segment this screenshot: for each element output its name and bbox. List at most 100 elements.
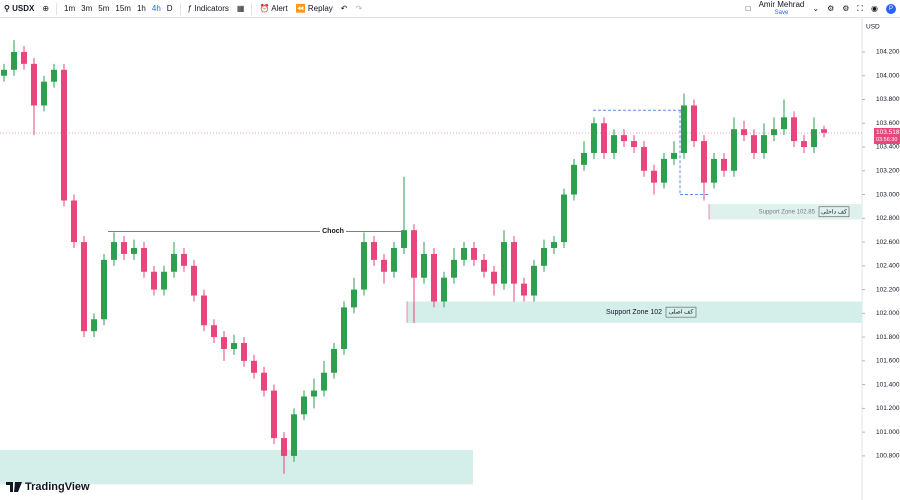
candle-body [611,135,617,153]
candle-body [541,248,547,266]
replay-label: Replay [307,4,333,13]
candle-body [481,259,487,272]
candle-body [451,259,457,278]
interval[interactable]: D [166,4,173,13]
candle-body [501,242,507,284]
candle-body [371,242,377,260]
brand: TradingView [6,481,90,493]
candle-body [641,147,647,171]
layouts[interactable]: ▦ [236,4,245,13]
candle-body [411,230,417,278]
y-tick-label: 101.400 [876,381,900,388]
last-price-box [874,128,900,144]
support-zone [407,301,862,323]
candle-body [401,230,407,248]
top-toolbar: ⚲ USDX ⊕ 1m 3m 5m 15m 1h 4h D ƒ Indicators ▦ ⏰… [0,0,900,18]
intervals: 1m 3m 5m 15m 1h 4h D [64,4,173,13]
symbol[interactable]: ⚲ USDX [4,4,35,13]
y-tick-label: 103.800 [876,96,900,103]
add-symbol[interactable]: ⊕ [42,4,50,13]
brand-name: TradingView [25,481,90,493]
indicators[interactable]: ƒ Indicators [187,4,229,13]
zone-tag-box [818,206,850,218]
candle-body [201,295,207,326]
candle-body [821,129,827,133]
y-tick-label: 103.400 [876,144,900,151]
interval[interactable]: 3m [81,4,93,13]
candle-body [131,248,137,254]
candle-body [141,248,147,272]
y-tick-label: 101.200 [876,405,900,412]
brand-logo [6,482,22,492]
user[interactable]: Amir Mehrad Save [759,0,805,17]
candle-body [471,248,477,260]
candle-body [731,129,737,171]
alert[interactable]: ⏰ Alert [259,4,288,13]
y-tick-label: 102.000 [876,310,900,317]
screenshot[interactable]: ◉ [871,4,878,13]
quick-search[interactable]: ⚙ [827,4,835,13]
y-tick-label: 101.000 [876,429,900,436]
candle-body [111,242,117,260]
candle-body [591,123,597,153]
candle-body [161,271,167,290]
candle-body [281,438,287,456]
zone-label: Support Zone 102 [606,309,662,316]
candle-body [751,135,757,153]
separator [56,2,58,15]
layout-box[interactable]: □ [745,4,751,13]
separator [179,2,181,15]
interval[interactable]: 1h [136,4,146,13]
zone-label: Support Zone 102.85 [759,209,816,215]
candle-body [431,253,437,302]
publish[interactable]: P [886,3,896,14]
fullscreen[interactable]: ⛶ [857,3,864,13]
candle-body [771,129,777,136]
zone-tag: کف داخلی [821,208,847,215]
indicators-label: Indicators [194,4,229,13]
candle-body [71,200,77,243]
candle-body [81,242,87,332]
candle-body [181,253,187,266]
alert-label: Alert [271,4,288,13]
candle-body [691,105,697,142]
candle-body [31,63,37,106]
candle-body [1,69,7,76]
interval[interactable]: 5m [98,4,110,13]
candle-body [701,141,707,183]
candle-body [41,81,47,106]
symbol-name: USDX [12,4,35,13]
candle-body [241,343,247,361]
candle-body [441,277,447,302]
replay[interactable]: ⏪ Replay [295,4,333,13]
candle-body [301,396,307,415]
candle-body [51,69,57,82]
currency: USD [866,24,880,31]
support-zone [709,204,862,220]
choch-label: Choch [322,228,344,235]
separator [251,2,253,15]
y-tick-label: 103.000 [876,191,900,198]
candle-body [781,117,787,130]
candle-body [11,51,17,70]
interval[interactable]: 1m [64,4,76,13]
settings[interactable]: ⚙ [842,4,850,13]
undo[interactable]: ↶ [340,4,348,13]
candle-body [551,242,557,248]
candle-body [61,69,67,201]
candle-body [121,242,127,254]
candle-body [651,170,657,183]
candle-body [191,265,197,296]
candle-body [621,135,627,142]
candle-body [491,271,497,284]
candle-body [421,253,427,278]
redo[interactable]: ↷ [355,4,363,13]
candle-body [511,242,517,284]
interval[interactable]: 4h [151,4,161,13]
candle-body [811,129,817,148]
y-tick-label: 101.600 [876,358,900,365]
user-menu[interactable]: ⌄ [812,4,820,13]
candle-body [231,343,237,349]
interval[interactable]: 15m [115,4,131,13]
candle-body [681,105,687,153]
